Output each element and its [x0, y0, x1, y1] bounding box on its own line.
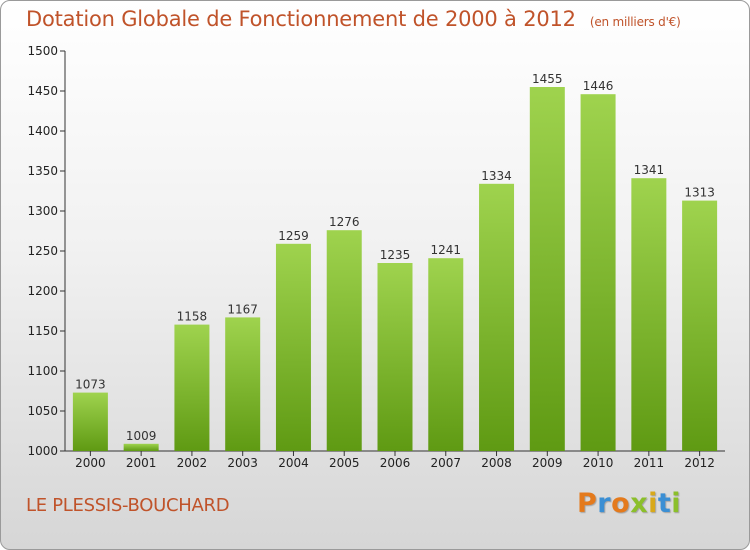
y-tick-label: 1050 — [27, 404, 58, 418]
bar-2009 — [529, 87, 565, 451]
commune-name: LE PLESSIS-BOUCHARD — [26, 495, 230, 516]
x-tick-label-2003: 2003 — [227, 456, 258, 470]
value-label-2005: 1276 — [329, 215, 360, 229]
y-tick-label: 1100 — [27, 364, 58, 378]
value-label-2002: 1158 — [177, 310, 208, 324]
logo-letter: i — [648, 488, 658, 519]
value-label-2012: 1313 — [684, 186, 715, 200]
value-label-2007: 1241 — [430, 243, 461, 257]
logo-letter: i — [671, 488, 682, 519]
value-label-2004: 1259 — [278, 229, 309, 243]
y-tick-label: 1400 — [27, 124, 58, 138]
bar-2006 — [377, 263, 413, 451]
chart-title: Dotation Globale de Fonctionnement de 20… — [26, 7, 681, 31]
y-tick-label: 1300 — [27, 204, 58, 218]
value-label-2008: 1334 — [481, 169, 512, 183]
y-tick-label: 1500 — [27, 44, 58, 58]
bar-2010 — [580, 94, 616, 451]
labels: 1073 1009 1158 1167 1259 1276 1235 1241 1334 1455… — [75, 72, 715, 443]
value-label-2011: 1341 — [634, 163, 665, 177]
x-tick-label-2009: 2009 — [532, 456, 563, 470]
logo-letter: x — [630, 488, 649, 519]
value-label-2001: 1009 — [126, 429, 157, 443]
x-tick-label-2006: 2006 — [380, 456, 411, 470]
x-tick-label-2010: 2010 — [583, 456, 614, 470]
bar-2001 — [123, 443, 159, 451]
bars — [72, 87, 718, 452]
y-tick-label: 1450 — [27, 84, 58, 98]
value-label-2000: 1073 — [75, 378, 106, 392]
axes: 1000 1050 1100 1150 1200 1250 1300 1350 1400 1450… — [27, 44, 725, 470]
x-tick-label-2008: 2008 — [481, 456, 512, 470]
y-tick-label: 1000 — [27, 444, 58, 458]
value-label-2003: 1167 — [227, 302, 258, 316]
y-tick-label: 1250 — [27, 244, 58, 258]
x-tick-label-2004: 2004 — [278, 456, 309, 470]
y-tick-label: 1200 — [27, 284, 58, 298]
proxiti-logo[interactable]: Proxiti — [577, 488, 681, 519]
logo-letter: P — [577, 488, 598, 519]
x-tick-label-2011: 2011 — [634, 456, 665, 470]
logo-letter: o — [611, 488, 631, 519]
x-tick-label-2001: 2001 — [126, 456, 157, 470]
logo-letter: t — [657, 488, 672, 519]
value-label-2006: 1235 — [380, 248, 411, 262]
y-tick-label: 1150 — [27, 324, 58, 338]
y-tick-label: 1350 — [27, 164, 58, 178]
bar-2008 — [479, 183, 515, 452]
bar-2011 — [631, 178, 667, 451]
x-tick-label-2002: 2002 — [177, 456, 208, 470]
bar-2005 — [326, 230, 362, 451]
bar-2004 — [275, 243, 311, 451]
bar-2002 — [174, 324, 210, 451]
x-tick-label-2012: 2012 — [684, 456, 715, 470]
x-tick-label-2000: 2000 — [75, 456, 106, 470]
bar-2007 — [428, 258, 464, 451]
logo-letter: r — [597, 488, 612, 519]
chart-title-text: Dotation Globale de Fonctionnement de 20… — [26, 7, 576, 31]
chart-subtitle: (en milliers d'€) — [589, 15, 681, 29]
bar-2000 — [72, 392, 108, 451]
bar-2012 — [682, 200, 718, 451]
value-label-2010: 1446 — [583, 79, 614, 93]
x-tick-label-2005: 2005 — [329, 456, 360, 470]
bar-2003 — [225, 317, 261, 451]
x-tick-label-2007: 2007 — [430, 456, 461, 470]
value-label-2009: 1455 — [532, 72, 563, 86]
